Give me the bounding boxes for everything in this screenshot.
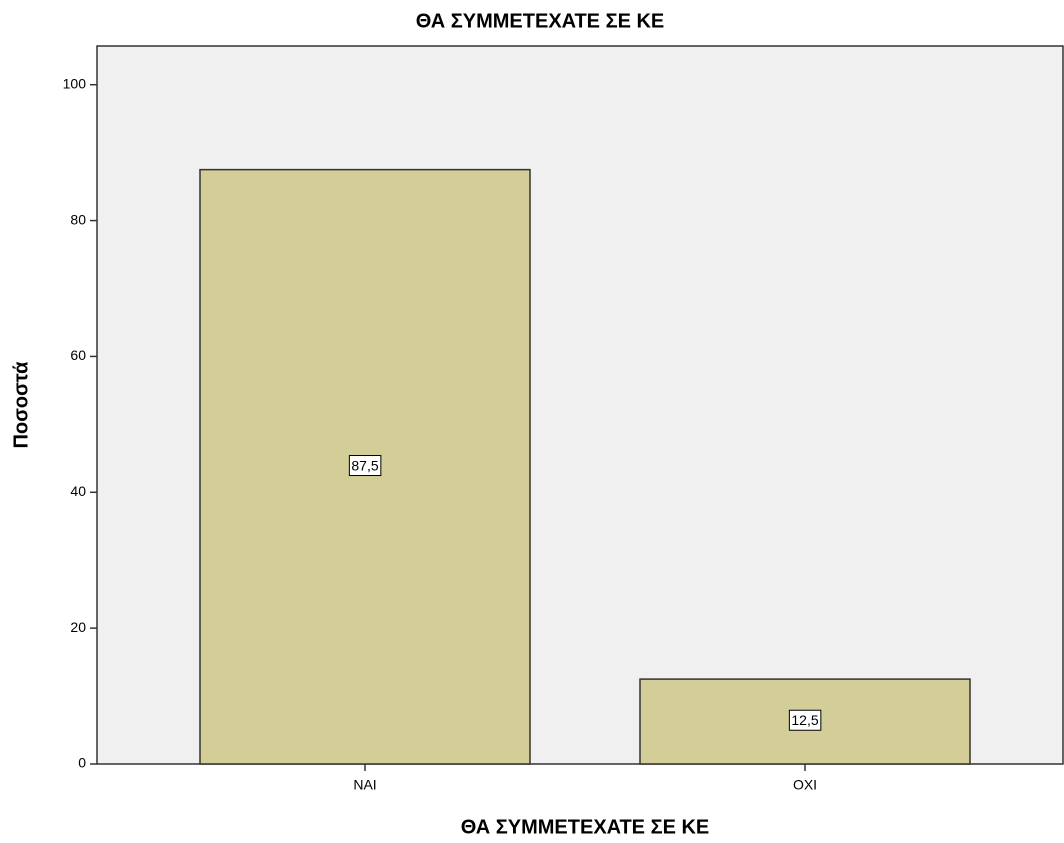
y-axis-title: Ποσοστά <box>10 361 32 449</box>
x-tick-label: ΝΑΙ <box>353 777 376 793</box>
x-axis-title: ΘΑ ΣΥΜΜΕΤΕΧΑΤΕ ΣΕ ΚΕ <box>461 816 710 838</box>
chart-title: ΘΑ ΣΥΜΜΕΤΕΧΑΤΕ ΣΕ ΚΕ <box>416 10 665 32</box>
value-label-box <box>348 455 382 477</box>
y-tick-label: 80 <box>70 211 86 227</box>
value-label: 12,5 <box>791 712 818 728</box>
y-tick-label: 0 <box>78 755 86 771</box>
value-label: 87,5 <box>351 458 378 474</box>
y-tick-label: 100 <box>63 75 87 91</box>
x-tick-label: ΟΧΙ <box>793 777 817 793</box>
value-label-box <box>788 709 822 731</box>
y-tick-label: 60 <box>70 347 86 363</box>
y-tick-label: 40 <box>70 483 86 499</box>
y-tick-label: 20 <box>70 619 86 635</box>
